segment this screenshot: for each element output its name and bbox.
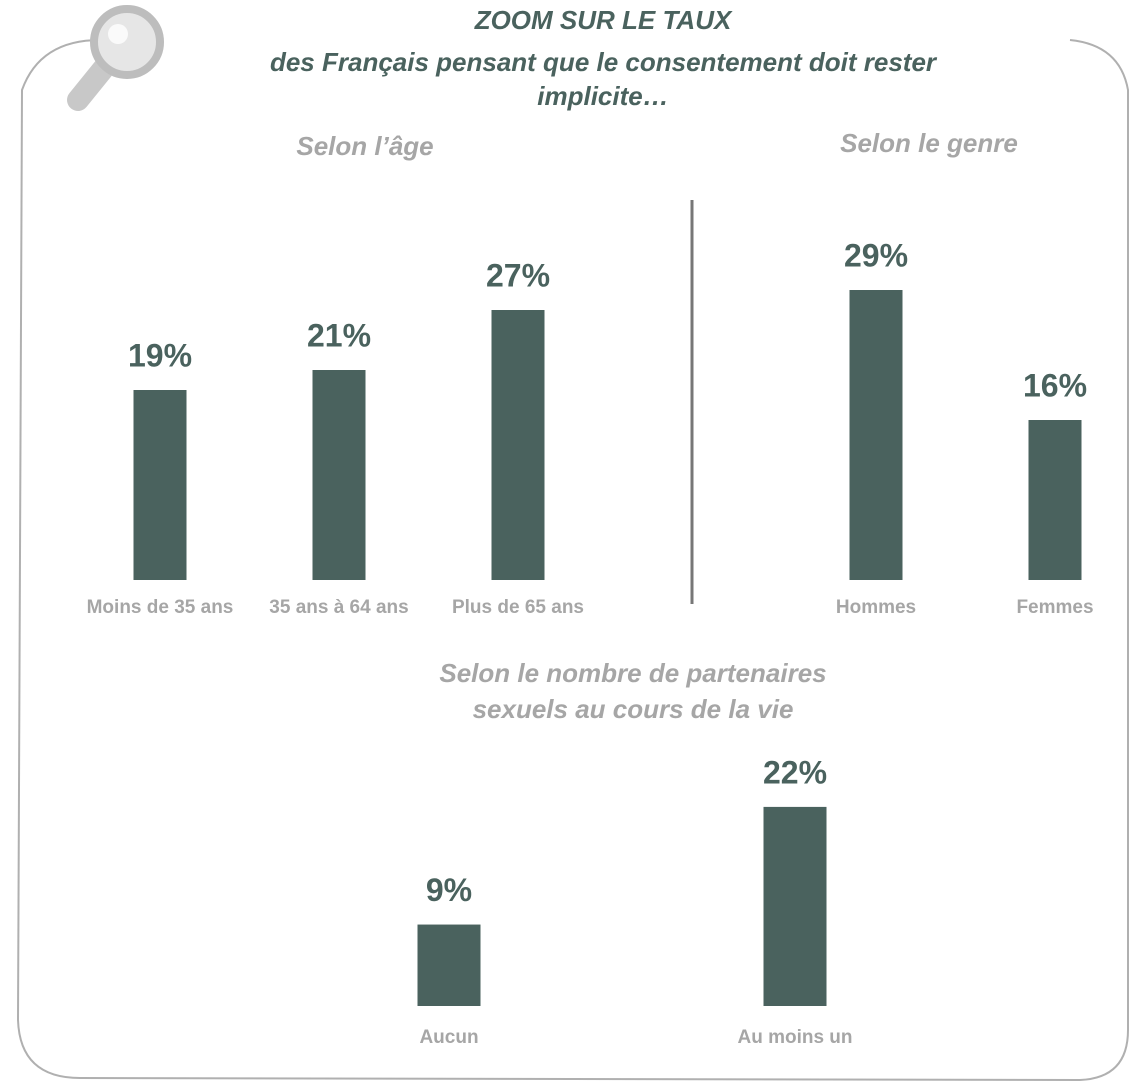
magnifier-icon: [67, 5, 164, 111]
value-label: 21%: [307, 317, 371, 353]
x-tick-label: Hommes: [836, 597, 916, 618]
x-tick-label: Moins de 35 ans: [87, 597, 234, 618]
bar: [312, 370, 366, 580]
bar: [849, 290, 903, 580]
bar: [417, 924, 481, 1006]
bar: [1028, 420, 1082, 580]
value-label: 16%: [1023, 367, 1087, 403]
bar: [133, 390, 187, 580]
x-tick-label: Au moins un: [737, 1027, 852, 1048]
header-subtitle: implicite…: [537, 81, 668, 111]
x-tick-label: Femmes: [1016, 597, 1093, 618]
value-label: 19%: [128, 337, 192, 373]
bar: [763, 806, 827, 1006]
frame: [16, 39, 1129, 1082]
value-label: 27%: [486, 257, 550, 293]
panel-title: sexuels au cours de la vie: [473, 694, 794, 724]
header-subtitle: des Français pensant que le consentement…: [270, 47, 938, 77]
value-label: 9%: [426, 872, 472, 908]
panel-title: Selon le nombre de partenaires: [439, 658, 826, 688]
value-label: 22%: [763, 754, 827, 790]
value-label: 29%: [844, 237, 908, 273]
x-tick-label: Aucun: [419, 1027, 478, 1048]
x-tick-label: 35 ans à 64 ans: [269, 597, 408, 618]
panel-title: Selon l’âge: [296, 131, 433, 161]
header-title: ZOOM SUR LE TAUX: [474, 5, 733, 35]
bar: [491, 310, 545, 580]
panel-title: Selon le genre: [840, 128, 1018, 158]
x-tick-label: Plus de 65 ans: [452, 597, 584, 618]
